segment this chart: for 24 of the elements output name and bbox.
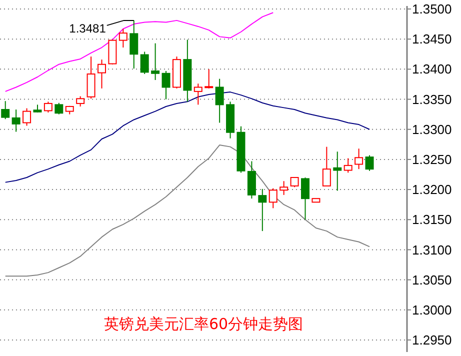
annotation: 1.3481 (69, 21, 106, 36)
candlestick (280, 180, 288, 196)
y-tick-label: 1.3050 (412, 272, 452, 288)
y-tick-label: 1.2950 (412, 332, 452, 348)
candlestick (151, 42, 160, 81)
y-tick-label: 1.3250 (412, 152, 452, 167)
y-tick-label: 1.3400 (412, 62, 452, 77)
text: 英镑兑美元汇率60分钟走势图 (104, 315, 304, 333)
candlestick (98, 59, 106, 89)
line-series (4, 12, 274, 92)
y-tick-label: 1.3150 (412, 212, 452, 228)
y-tick-label: 1.3450 (412, 32, 452, 47)
y-tick-label: 1.3000 (412, 302, 452, 318)
y-tick-label: 1.3300 (412, 122, 452, 137)
y-tick-label: 1.3350 (412, 92, 452, 107)
candlestick (183, 39, 192, 102)
line-series (4, 92, 370, 183)
y-tick-label: 1.3500 (412, 2, 452, 17)
candlestick (333, 151, 342, 192)
candlestick (130, 20, 138, 70)
candlestick (258, 188, 267, 232)
y-tick-label: 1.3100 (412, 242, 452, 258)
y-tick-label: 1.3200 (412, 182, 452, 198)
candlestick (12, 109, 20, 132)
